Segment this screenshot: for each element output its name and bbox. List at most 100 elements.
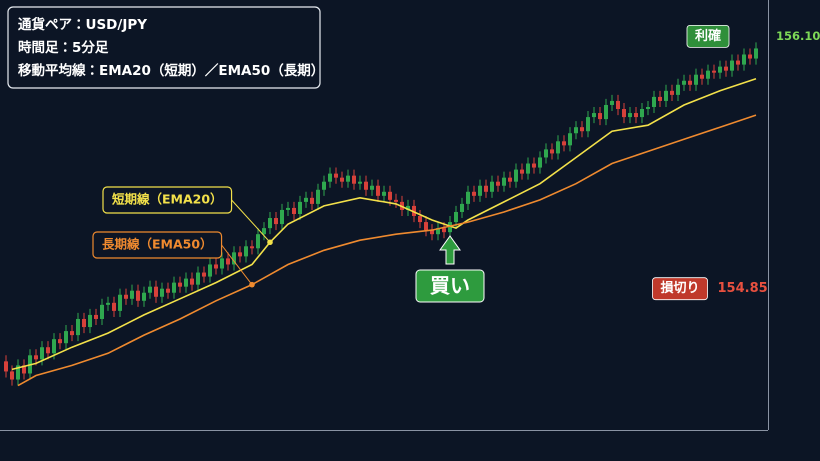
candle-body <box>418 216 422 223</box>
candle-body <box>226 258 230 265</box>
candle-body <box>532 163 536 168</box>
candle-body <box>670 90 674 95</box>
candle-body <box>688 80 692 85</box>
candle-body <box>586 117 590 132</box>
level-box <box>652 277 708 301</box>
level-name: 損切り <box>660 280 699 296</box>
candle-body <box>214 264 218 269</box>
annotations: 通貨ペア：USD/JPY 時間足：5分足 移動平均線：EMA20（短期）／EMA… <box>7 6 485 303</box>
candle-body <box>712 70 716 73</box>
candle-body <box>646 106 650 110</box>
info-text: 移動平均線：EMA20（短期）／EMA50（長期） <box>18 62 324 79</box>
candle-body <box>328 173 332 182</box>
candle-body <box>652 96 656 107</box>
candle-body <box>526 163 530 174</box>
series-name: 短期線（EMA20） <box>112 192 223 207</box>
candle-body <box>88 314 92 328</box>
candle-body <box>724 66 728 71</box>
series-name: 長期線（EMA50） <box>102 237 213 252</box>
candle-body <box>700 74 704 79</box>
candle-body <box>34 355 38 360</box>
candle-body <box>286 207 290 210</box>
candle-body <box>280 209 284 225</box>
candle-body <box>514 169 518 182</box>
buy-label: 買い <box>430 274 470 298</box>
candle-body <box>178 282 182 287</box>
level-value: 156.10 <box>776 29 820 43</box>
candle-body <box>136 290 140 301</box>
candle-body <box>424 222 428 231</box>
levels: 利確 156.10 損切り 154.85 <box>652 24 820 301</box>
series-label: 長期線（EMA50） <box>92 231 255 288</box>
candle-body <box>736 60 740 65</box>
candle-body <box>112 302 116 311</box>
candle-body <box>82 318 86 328</box>
candle-body <box>370 185 374 190</box>
candle-body <box>250 246 254 249</box>
candle-body <box>754 48 758 59</box>
candle-body <box>436 228 440 235</box>
candle-body <box>58 339 62 344</box>
leader-dot <box>267 239 273 246</box>
candle-body <box>142 292 146 301</box>
candle-body <box>166 288 170 293</box>
candle-body <box>574 127 578 134</box>
candle-body <box>94 314 98 319</box>
candle-body <box>748 54 752 59</box>
candle-body <box>130 290 134 299</box>
candle-body <box>628 113 632 118</box>
candle-body <box>22 365 26 374</box>
level-annotation: 損切り 154.85 <box>652 277 768 301</box>
candle-body <box>562 141 566 146</box>
candle-body <box>346 175 350 182</box>
candle-body <box>412 205 416 217</box>
candle-body <box>184 278 188 287</box>
candle-body <box>160 288 164 297</box>
candle-body <box>448 222 452 233</box>
candle-body <box>148 286 152 293</box>
buy-box <box>415 269 485 303</box>
info-box <box>7 6 321 89</box>
candle-body <box>52 339 56 354</box>
candle-body <box>274 218 278 225</box>
candle-body <box>556 141 560 154</box>
candles <box>4 42 758 386</box>
ema-line <box>17 114 757 387</box>
info-text: 通貨ペア：USD/JPY <box>18 16 147 33</box>
candle-body <box>550 149 554 154</box>
candle-body <box>706 70 710 79</box>
candle-body <box>70 331 74 336</box>
candle-body <box>592 113 596 118</box>
candle-body <box>388 191 392 200</box>
buy-arrow <box>439 235 461 265</box>
candle-body <box>610 100 614 105</box>
candle-body <box>580 127 584 132</box>
candle-body <box>460 203 464 212</box>
candle-body <box>568 133 572 146</box>
candle-body <box>364 181 368 190</box>
candle-body <box>490 181 494 192</box>
candle-body <box>484 185 488 192</box>
candle-body <box>298 201 302 214</box>
candle-body <box>238 252 242 257</box>
candle-body <box>742 54 746 65</box>
candle-body <box>376 185 380 196</box>
candle-body <box>46 347 50 354</box>
candle-body <box>382 191 386 196</box>
candle-body <box>352 175 356 184</box>
candle-body <box>658 96 662 101</box>
candle-body <box>304 197 308 202</box>
candle-body <box>172 282 176 293</box>
candle-body <box>208 264 212 277</box>
level-value: 154.85 <box>718 281 768 296</box>
candle-body <box>124 294 128 299</box>
candle-body <box>232 252 236 265</box>
candle-body <box>508 177 512 182</box>
candle-body <box>196 272 200 285</box>
candle-body <box>244 246 248 257</box>
candle-body <box>454 211 458 223</box>
candle-body <box>16 365 20 380</box>
candle-body <box>730 60 734 71</box>
